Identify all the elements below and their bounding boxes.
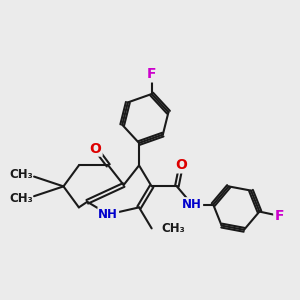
Text: O: O — [175, 158, 187, 172]
Text: NH: NH — [98, 208, 118, 221]
Text: CH₃: CH₃ — [9, 168, 33, 181]
Text: CH₃: CH₃ — [9, 192, 33, 205]
Text: NH: NH — [182, 198, 202, 211]
Text: CH₃: CH₃ — [161, 222, 185, 235]
Text: O: O — [90, 142, 102, 156]
Text: F: F — [147, 68, 156, 81]
Text: F: F — [274, 209, 284, 223]
